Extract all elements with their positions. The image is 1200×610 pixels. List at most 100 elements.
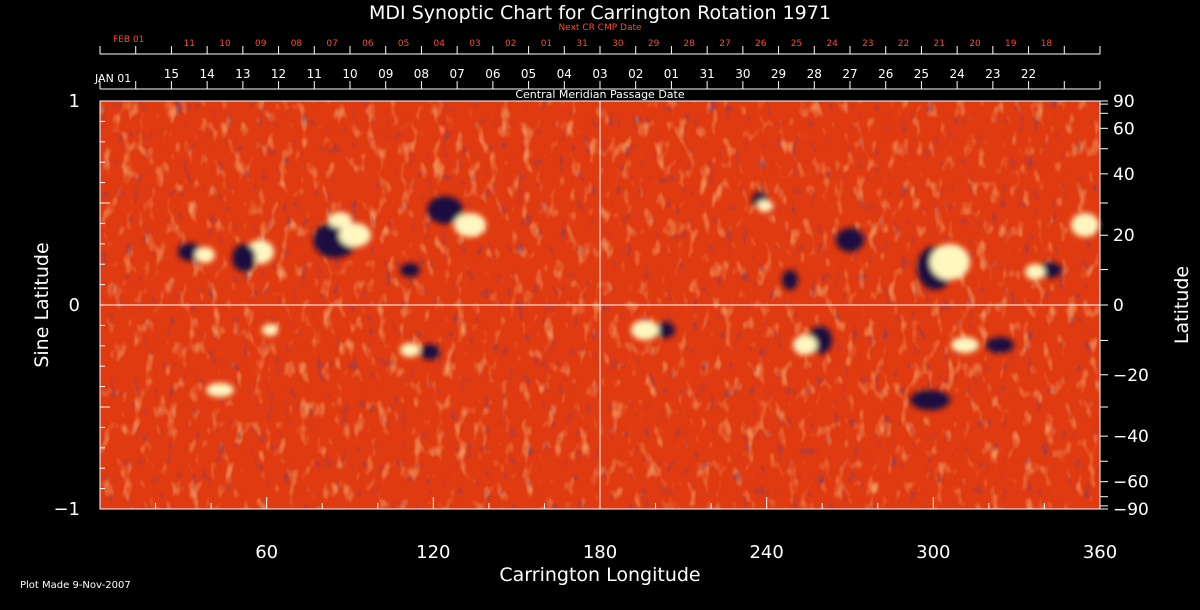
active-region: [836, 228, 864, 252]
next-cmp-date-label: 27: [719, 39, 730, 49]
cmp-date-label: 14: [200, 67, 215, 81]
cmp-date-label: 02: [628, 67, 643, 81]
next-cmp-start-date: FEB 01: [113, 35, 144, 45]
next-cmp-date-label: 20: [969, 39, 981, 49]
active-region: [339, 223, 371, 247]
y-tick-label-left: 0: [69, 295, 80, 316]
active-region: [1025, 264, 1045, 280]
active-region: [782, 270, 798, 290]
active-region: [631, 320, 659, 340]
cmp-date-label: 27: [842, 67, 857, 81]
next-cmp-date-label: 29: [648, 39, 660, 49]
cmp-date-label: 12: [271, 67, 286, 81]
cmp-date-label: 25: [914, 67, 929, 81]
cmp-date-label: 24: [950, 67, 965, 81]
next-cr-cmp-date-label: Next CR CMP Date: [558, 23, 642, 33]
plot-made-note: Plot Made 9-Nov-2007: [20, 580, 131, 591]
y-tick-label-left: −1: [53, 499, 80, 520]
active-region: [400, 343, 420, 357]
next-cmp-date-label: 03: [469, 39, 480, 49]
y-tick-label-right: 60: [1113, 119, 1135, 139]
active-region: [328, 212, 352, 228]
active-region: [420, 344, 440, 360]
y-tick-label-right: 20: [1113, 226, 1135, 246]
y-tick-label-right: 90: [1113, 92, 1135, 112]
y-axis-label-left: Sine Latitude: [31, 242, 53, 368]
cmp-date-label: 03: [592, 67, 607, 81]
chart-title: MDI Synoptic Chart for Carrington Rotati…: [369, 2, 831, 24]
next-cmp-date-label: 10: [219, 39, 231, 49]
next-cmp-date-label: 05: [398, 39, 409, 49]
cmp-start-date: JAN 01: [94, 72, 131, 85]
cmp-date-label: 13: [235, 67, 250, 81]
y-tick-label-right: −90: [1113, 500, 1149, 520]
active-region: [655, 322, 675, 338]
cmp-date-label: 15: [164, 67, 179, 81]
active-region: [1071, 213, 1099, 237]
active-region: [930, 244, 970, 280]
next-cmp-date-label: 23: [862, 39, 873, 49]
next-cmp-date-label: 25: [791, 39, 802, 49]
y-tick-label-right: −40: [1113, 427, 1149, 447]
cmp-date-label: 07: [450, 67, 465, 81]
y-tick-label-right: 0: [1113, 296, 1124, 316]
active-region: [454, 213, 486, 237]
next-cmp-date-label: 30: [612, 39, 624, 49]
x-tick-label: 180: [583, 542, 617, 563]
next-cmp-date-label: 28: [684, 39, 696, 49]
y-axis-label-right: Latitude: [1171, 265, 1193, 345]
y-tick-label-right: −20: [1113, 366, 1149, 386]
y-tick-label-right: 40: [1113, 165, 1135, 185]
x-tick-label: 360: [1083, 542, 1117, 563]
cmp-date-label: 05: [521, 67, 536, 81]
cmp-date-label: 01: [664, 67, 679, 81]
active-region: [757, 200, 773, 212]
next-cmp-date-label: 01: [541, 39, 552, 49]
active-region: [951, 337, 979, 353]
cmp-date-label: 08: [414, 67, 429, 81]
y-tick-label-left: 1: [69, 91, 80, 112]
cmp-date-label: 06: [485, 67, 500, 81]
cmp-date-label: 30: [735, 67, 750, 81]
next-cmp-date-label: 22: [898, 39, 909, 49]
cmp-date-label: 23: [985, 67, 1000, 81]
active-region: [427, 196, 463, 224]
cmp-date-label: 09: [378, 67, 393, 81]
cmp-date-label: 22: [1021, 67, 1036, 81]
active-region: [195, 247, 215, 263]
next-cmp-date-label: 18: [1041, 39, 1053, 49]
next-cmp-date-label: 19: [1005, 39, 1017, 49]
x-axis-label: Carrington Longitude: [499, 564, 701, 586]
x-tick-label: 240: [749, 542, 783, 563]
next-cmp-date-label: 11: [184, 39, 195, 49]
cmp-date-label: 31: [700, 67, 715, 81]
next-cmp-date-label: 07: [326, 39, 337, 49]
x-tick-label: 60: [255, 542, 278, 563]
cmp-date-label: 04: [557, 67, 572, 81]
cmp-date-label: 28: [807, 67, 822, 81]
y-tick-label-right: −60: [1113, 473, 1149, 493]
central-meridian-passage-label: Central Meridian Passage Date: [515, 88, 685, 101]
axes: 60 120 180 240 300 36010−1906040200−20−40−60−…: [53, 35, 1148, 563]
cmp-date-label: 11: [307, 67, 322, 81]
next-cmp-date-label: 26: [755, 39, 767, 49]
next-cmp-date-label: 02: [505, 39, 516, 49]
active-region: [262, 324, 278, 336]
active-region: [232, 244, 256, 272]
next-cmp-date-label: 06: [362, 39, 374, 49]
active-region: [910, 390, 950, 410]
active-region: [206, 383, 234, 397]
cmp-date-label: 26: [878, 67, 893, 81]
active-region: [793, 335, 817, 355]
cmp-date-label: 29: [771, 67, 786, 81]
active-region: [400, 263, 420, 277]
active-regions: [178, 192, 1099, 410]
x-tick-label: 300: [916, 542, 950, 563]
next-cmp-date-label: 04: [434, 39, 446, 49]
active-region: [986, 337, 1014, 353]
cmp-date-label: 10: [342, 67, 357, 81]
next-cmp-date-label: 09: [255, 39, 267, 49]
next-cmp-date-label: 08: [291, 39, 303, 49]
x-tick-label: 120: [416, 542, 450, 563]
